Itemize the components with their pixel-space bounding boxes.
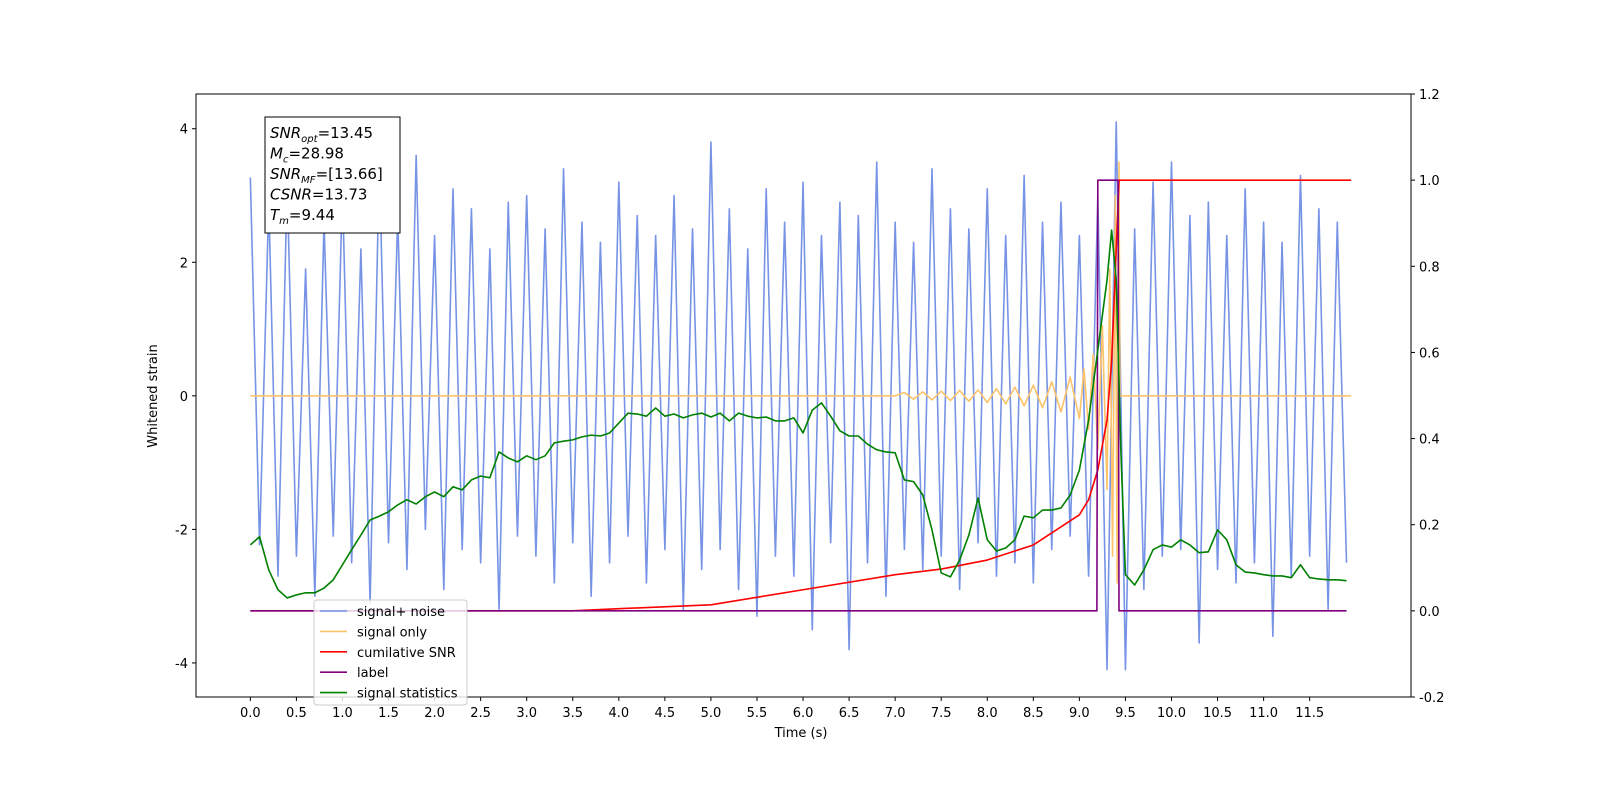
x-tick-label: 10.5 (1203, 706, 1232, 721)
y-axis-label: Whitened strain (146, 344, 161, 447)
legend-label: signal+ noise (357, 605, 445, 620)
x-tick-label: 9.5 (1115, 706, 1136, 721)
annotation-line: SNRopt=13.45 (270, 124, 373, 145)
x-tick-label: 2.0 (424, 706, 445, 721)
y2-tick-label: 0.6 (1419, 346, 1440, 361)
y2-tick-label: 1.0 (1419, 174, 1440, 189)
annotation-line: Mc=28.98 (270, 145, 344, 166)
annotation-frame (264, 116, 401, 234)
y2-tick-label: 1.2 (1419, 88, 1440, 103)
y-tick-label: -4 (175, 657, 188, 672)
legend-label: signal statistics (357, 687, 458, 702)
x-tick-label: 3.0 (516, 706, 537, 721)
y2-tick-label: 0.8 (1419, 260, 1440, 275)
series-line (249, 121, 1348, 671)
annotation-rest: =9.44 (289, 206, 335, 224)
series-line (250, 179, 1352, 612)
x-tick-label: 0.0 (240, 706, 261, 721)
plot-area (249, 121, 1352, 671)
x-tick-label: 10.0 (1157, 706, 1186, 721)
x-tick-label: 11.5 (1295, 706, 1324, 721)
x-tick-label: 7.5 (931, 706, 952, 721)
annotation-main: CSNR (270, 186, 312, 204)
annotation-rest: =13.73 (312, 186, 368, 204)
x-tick-label: 5.5 (747, 706, 768, 721)
annotation-sub: MF (301, 175, 316, 186)
annotation-box: SNRopt=13.45Mc=28.98SNRMF=[13.66]CSNR=13… (264, 116, 401, 234)
annotation-sub: opt (301, 134, 318, 145)
annotation-main: M (270, 145, 283, 163)
y-tick-label: 4 (180, 123, 188, 138)
x-tick-label: 6.0 (793, 706, 814, 721)
legend-label: label (357, 666, 388, 681)
annotation-line: Tm=9.44 (270, 206, 335, 227)
y-tick-label: -2 (175, 523, 188, 538)
x-tick-label: 4.0 (608, 706, 629, 721)
x-tick-label: 4.5 (655, 706, 676, 721)
annotation-main: T (270, 206, 281, 224)
y-tick-label: 0 (180, 390, 188, 405)
y2-tick-label: 0.2 (1419, 519, 1440, 534)
x-tick-label: 8.0 (977, 706, 998, 721)
x-tick-label: 6.5 (839, 706, 860, 721)
legend-label: signal only (357, 625, 427, 640)
x-tick-label: 8.5 (1023, 706, 1044, 721)
annotation-sub: m (279, 216, 289, 227)
annotation-rest: =28.98 (288, 145, 344, 163)
legend: signal+ noise signal only cumilative SNR la… (313, 599, 468, 706)
y2-tick-label: 0.0 (1419, 605, 1440, 620)
x-tick-label: 9.0 (1069, 706, 1090, 721)
annotation-main: SNR (270, 165, 301, 183)
x-tick-label: 1.0 (332, 706, 353, 721)
x-tick-label: 2.5 (470, 706, 491, 721)
x-axis-label: Time (s) (774, 726, 828, 741)
annotation-rest: =13.45 (318, 124, 374, 142)
x-tick-label: 11.0 (1249, 706, 1278, 721)
x-tick-label: 0.5 (286, 706, 307, 721)
legend-label: cumilative SNR (357, 646, 456, 661)
x-tick-label: 1.5 (378, 706, 399, 721)
annotation-rest: =[13.66] (316, 165, 383, 183)
annotation-sub: c (283, 155, 289, 166)
series-line (250, 179, 1347, 612)
annotation-main: SNR (270, 124, 301, 142)
y-tick-label: 2 (180, 256, 188, 271)
x-tick-label: 3.5 (562, 706, 583, 721)
y2-tick-label: -0.2 (1419, 691, 1444, 706)
x-tick-label: 7.0 (885, 706, 906, 721)
annotation-line: SNRMF=[13.66] (270, 165, 383, 186)
x-tick-label: 5.0 (701, 706, 722, 721)
y2-tick-label: 0.4 (1419, 433, 1440, 448)
legend-frame (313, 599, 468, 706)
series-line (249, 229, 1347, 599)
annotation-line: CSNR=13.73 (270, 186, 367, 204)
